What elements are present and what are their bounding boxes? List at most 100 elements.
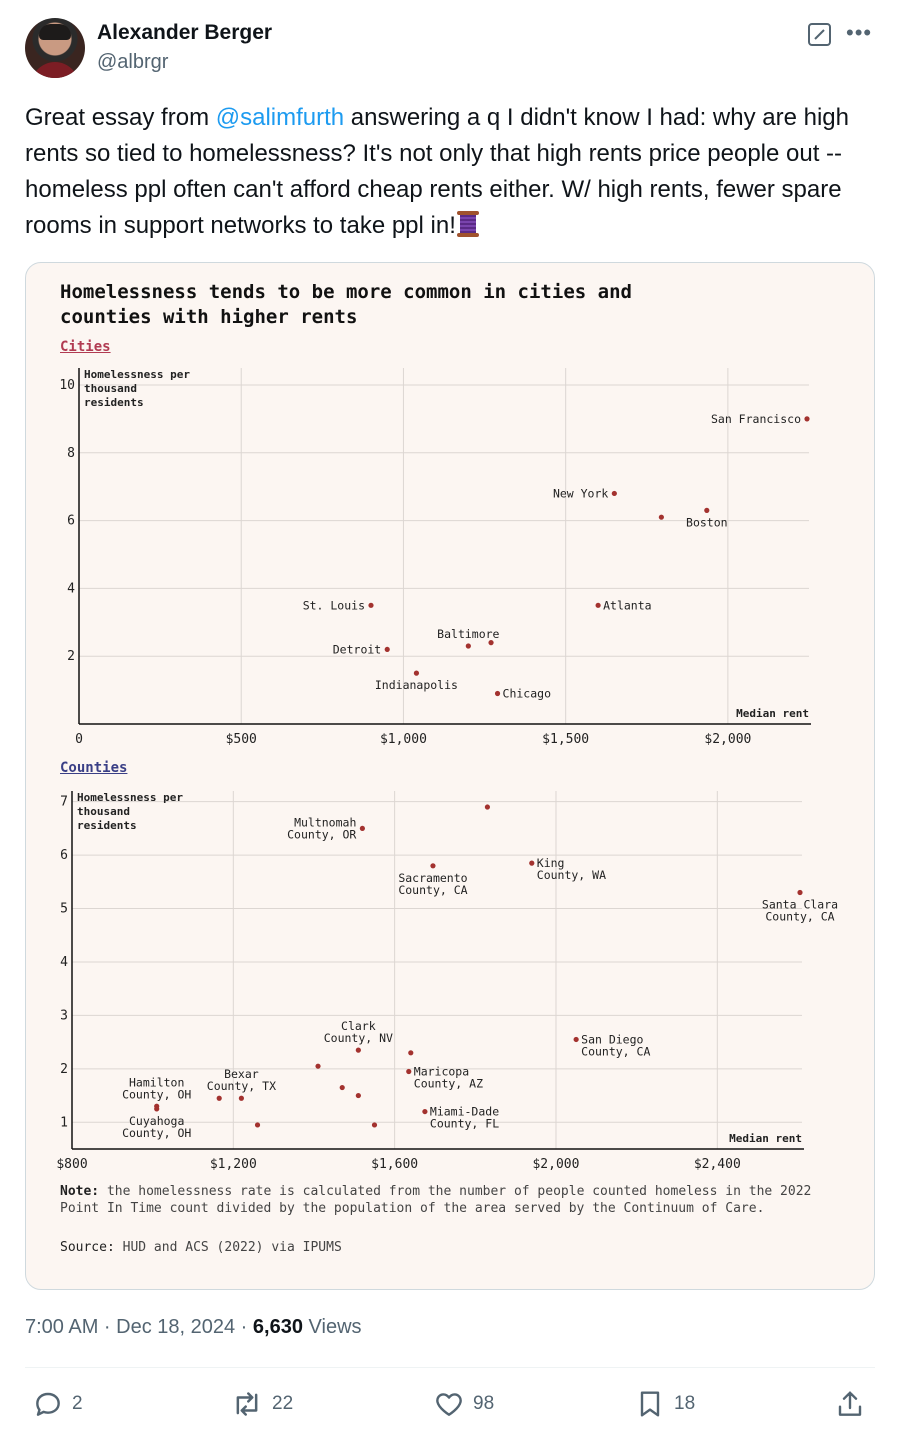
thread-spool-icon [456,209,480,239]
like-count: 98 [473,1393,495,1414]
tweet-text-part: Great essay from [25,104,216,131]
data-point [595,602,601,608]
point-label: King County, WA [537,856,606,882]
point-label-line: Boston [686,515,728,529]
x-tick-label: $500 [226,732,257,747]
reply-count: 2 [72,1393,83,1414]
y-tick-label: 4 [67,581,75,596]
y-axis-label-line: residents [84,396,144,409]
y-tick-label: 5 [60,902,68,917]
point-label: Hamilton County, OH [122,1075,191,1101]
y-tick-label: 7 [60,795,68,810]
data-point [573,1036,579,1043]
y-axis-label: Homelessness per thousand residents [84,368,190,409]
y-tick-label: 1 [60,1115,68,1130]
x-tick-label: $1,600 [371,1157,418,1172]
repost-count: 22 [272,1393,294,1414]
data-point [488,640,494,646]
mention-link[interactable]: @salimfurth [215,104,345,131]
data-point [465,643,471,649]
point-label: Baltimore [437,627,499,641]
tweet-image[interactable]: Homelessness tends to be more common in … [25,262,875,1290]
point-label-line: San Francisco [711,412,801,426]
y-tick-label: 6 [67,514,75,529]
data-point [154,1106,160,1112]
like-button[interactable]: 98 [433,1386,494,1422]
avatar[interactable] [25,18,85,78]
note-label: Note: [60,1184,100,1199]
x-axis-label: Median rent [729,1132,802,1145]
point-label: Detroit [333,642,381,656]
data-point [359,825,365,832]
point-label-line: Santa Clara [762,898,838,912]
tweet-meta: 7:00 AM · Dec 18, 2024 · 6,630 Views [25,1316,362,1339]
reply-button[interactable]: 2 [32,1386,83,1422]
point-label-line: Clark [341,1019,376,1033]
source-text: HUD and ACS (2022) via IPUMS [114,1240,342,1255]
x-axis-label: Median rent [736,707,809,720]
point-label-line: Bexar [224,1067,259,1081]
y-tick-label: 3 [60,1008,68,1023]
share-button[interactable] [834,1386,874,1422]
point-label: Atlanta [603,598,651,612]
y-axis-label-line: thousand [84,382,137,395]
point-label-line: New York [553,486,608,500]
data-point [484,804,491,810]
point-label-line: Hamilton [129,1075,184,1089]
bookmark-button[interactable]: 18 [634,1386,695,1422]
point-label: San Diego County, CA [581,1032,650,1058]
author-handle[interactable]: @albrgr [97,51,169,73]
divider [25,1367,875,1368]
point-label: Miami-Dade County, FL [430,1105,499,1131]
data-point [413,670,420,676]
source-label: Source: [60,1240,115,1255]
data-point [315,1063,321,1069]
x-tick-label: $1,000 [380,732,427,747]
x-tick-label: $1,200 [210,1157,257,1172]
x-tick-label: $2,000 [704,732,751,747]
data-point [494,690,501,697]
more-options-icon[interactable]: ••• [846,20,873,45]
chart-note: Note: the homelessness rate is calculate… [60,1183,820,1217]
point-label: Multnomah County, OR [287,815,356,841]
point-label-line: County, NV [324,1031,393,1045]
author-display-name[interactable]: Alexander Berger [97,21,273,44]
views-count: 6,630 [252,1316,303,1338]
y-tick-label: 2 [60,1062,68,1077]
point-label-line: Baltimore [437,627,499,641]
point-label-line: Detroit [333,642,381,656]
point-label: Boston [686,515,728,529]
point-label-line: County, OH [122,1126,191,1140]
y-tick-label: 4 [60,955,68,970]
data-point [658,514,664,520]
y-axis-label-line: Homelessness per [84,368,190,381]
point-label-line: San Diego [581,1032,643,1046]
point-label: Bexar County, TX [207,1067,276,1093]
point-label: Sacramento County, CA [398,871,467,897]
data-point [422,1108,428,1115]
data-point [797,889,803,896]
timestamp[interactable]: 7:00 AM · Dec 18, 2024 · [25,1316,253,1338]
point-label-line: County, AZ [414,1077,483,1091]
data-point [339,1084,345,1091]
chart-title: Homelessness tends to be more common in … [60,281,632,328]
data-point [529,860,535,866]
views-label: Views [302,1316,362,1338]
chart-source: Source: HUD and ACS (2022) via IPUMS [60,1240,342,1255]
x-tick-label: 0 [75,732,83,747]
bookmark-icon [640,1391,660,1417]
y-tick-label: 6 [60,848,68,863]
point-label-line: County, OH [122,1087,191,1101]
point-label-line: Chicago [503,686,552,700]
data-point [355,1092,361,1099]
data-point [368,602,374,608]
grok-icon[interactable] [808,23,831,46]
cities-panel-label: Cities [60,339,111,355]
point-label-line: County, TX [207,1079,276,1093]
x-tick-label: $2,000 [532,1157,579,1172]
point-label-line: Multnomah [294,815,356,829]
repost-button[interactable]: 22 [230,1386,293,1422]
data-point [704,507,710,513]
data-point [371,1122,378,1128]
point-label-line: County, WA [537,868,606,882]
